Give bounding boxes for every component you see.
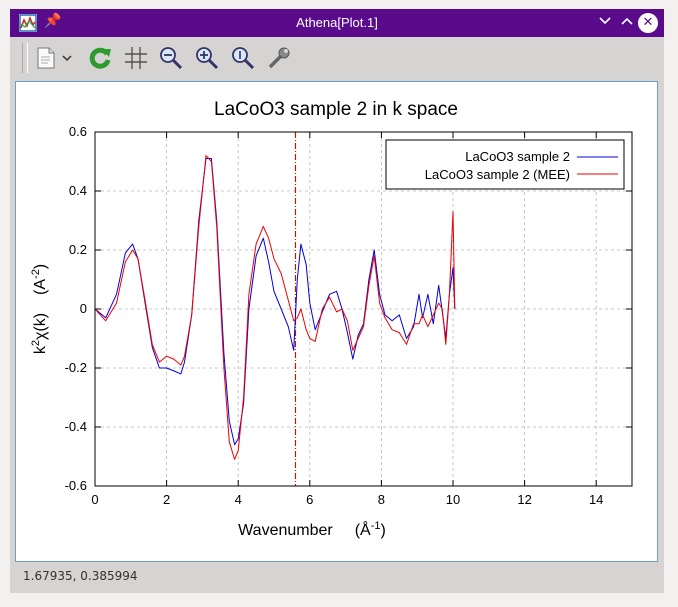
x-axis-unit-exp: -1 [371,520,381,532]
close-icon[interactable]: ✕ [638,13,658,33]
plot-panel[interactable]: 0 2 4 6 8 10 12 14 -0.6 -0.4 -0.2 0 0.2 0.4 0.6 LaCoO3… [15,81,658,562]
grid-icon[interactable] [122,44,150,72]
pin-icon[interactable]: 📌 [44,13,62,29]
x-tick-label: 12 [517,492,531,507]
zoom-out-icon[interactable] [157,44,185,72]
x-tick-label: 4 [235,492,242,507]
x-tick-label: 2 [163,492,170,507]
y-tick-label: 0 [80,301,87,316]
plot-area [95,132,632,486]
y-axis-unit: (A [32,279,49,295]
x-axis-label: Wavenumber (Å-1) [238,520,386,539]
refresh-icon[interactable] [86,44,114,72]
y-axis-label: k2χ(k)(A-2) [30,264,49,354]
legend-box [385,139,625,190]
minimize-icon[interactable] [594,12,616,34]
titlebar[interactable]: 📌 Athena[Plot.1] ✕ [10,9,664,37]
x-tick-label: 10 [446,492,460,507]
y-tick-label: -0.4 [65,419,87,434]
series-line-2 [94,155,456,460]
maximize-icon[interactable] [616,12,638,34]
y-tick-label: -0.2 [65,360,87,375]
athena-app-icon [19,14,37,32]
dropdown-arrow-icon[interactable] [58,44,76,72]
x-tick-label: 0 [91,492,98,507]
cursor-coordinates: 1.67935, 0.385994 [23,569,138,583]
y-tick-label: 0.6 [69,124,87,139]
y-axis-label-exp: 2 [30,340,42,346]
x-tick-label: 14 [589,492,603,507]
tick-layer: 0 2 4 6 8 10 12 14 -0.6 -0.4 -0.2 0 0.2 0.4 0.6 [65,124,632,507]
y-axis-label-k: k [32,345,49,354]
y-axis-label-chi: χ(k) [32,313,49,340]
chart[interactable]: 0 2 4 6 8 10 12 14 -0.6 -0.4 -0.2 0 0.2 0.4 0.6 LaCoO3… [16,82,657,561]
plot-toolbar [10,37,664,79]
series-layer [94,155,456,460]
y-axis-unit-exp: -2 [30,269,42,279]
x-tick-label: 6 [306,492,313,507]
x-axis-label-text: Wavenumber [238,522,333,539]
legend: LaCoO3 sample 2 LaCoO3 sample 2 (MEE) [385,139,625,190]
y-tick-label: 0.2 [69,242,87,257]
legend-label-1: LaCoO3 sample 2 [465,149,570,164]
settings-wrench-icon[interactable] [265,44,293,72]
save-document-icon[interactable] [32,44,60,72]
chart-title: LaCoO3 sample 2 in k space [214,99,458,120]
y-tick-label: 0.4 [69,183,87,198]
window-title: Athena[Plot.1] [296,15,378,30]
zoom-reset-icon[interactable] [229,44,257,72]
x-tick-label: 8 [378,492,385,507]
y-tick-label: -0.6 [65,478,87,493]
x-axis-unit: (Å [355,520,371,539]
zoom-in-icon[interactable] [193,44,221,72]
legend-label-2: LaCoO3 sample 2 (MEE) [425,167,570,182]
toolbar-grip[interactable] [22,43,28,73]
status-bar: 1.67935, 0.385994 [10,562,664,593]
grid [95,132,632,486]
